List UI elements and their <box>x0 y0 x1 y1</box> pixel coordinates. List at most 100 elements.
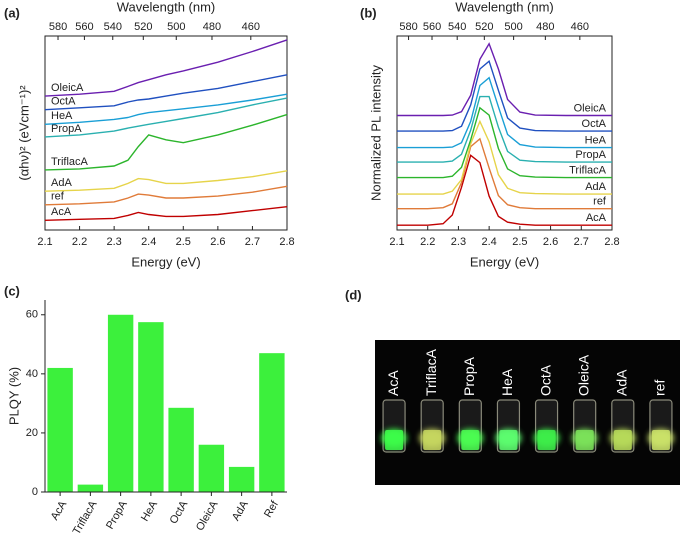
series-line <box>397 42 612 117</box>
vial-label: ref <box>652 380 668 396</box>
vial-liquid <box>651 430 670 450</box>
top-tick-label: 560 <box>75 21 93 33</box>
top-tick-label: 520 <box>134 21 152 33</box>
top-tick-label: 540 <box>104 21 122 33</box>
x-tick-label: 2.7 <box>574 236 589 248</box>
x-axis-label: Energy (eV) <box>470 254 539 269</box>
bar <box>168 407 194 492</box>
series-line <box>397 106 612 179</box>
x-tick-label: 2.6 <box>210 236 225 248</box>
series-line <box>397 137 612 210</box>
x-tick-label: 2.4 <box>481 236 496 248</box>
vial-liquid <box>499 430 518 450</box>
series-label: ref <box>593 196 607 208</box>
top-tick-label: 460 <box>571 21 589 33</box>
series-line <box>397 154 612 226</box>
vial-label: TriflacA <box>423 348 439 396</box>
vial-liquid <box>461 430 480 450</box>
bar <box>138 322 164 492</box>
series-line <box>44 206 288 221</box>
vial-label: OctA <box>537 364 553 396</box>
series-label: OleicA <box>574 102 607 114</box>
series-line <box>44 113 288 171</box>
x-axis-label: Energy (eV) <box>131 254 200 269</box>
y-tick-label: 40 <box>26 368 38 380</box>
series-label: AdA <box>51 177 72 189</box>
series-label: TriflacA <box>569 165 607 177</box>
top-tick-label: 580 <box>49 21 67 33</box>
vial-label: PropA <box>461 356 477 396</box>
vial-label: AcA <box>385 370 401 396</box>
series-line <box>44 185 288 206</box>
vial-liquid <box>423 430 442 450</box>
top-tick-label: 460 <box>242 21 260 33</box>
x-tick-label: OctA <box>168 498 191 526</box>
y-axis-label: Normalized PL intensity <box>368 64 383 201</box>
vial-liquid <box>613 430 632 450</box>
series-label: AcA <box>586 212 607 224</box>
y-tick-label: 20 <box>26 427 38 439</box>
x-tick-label: PropA <box>104 498 130 531</box>
panel-label: (d) <box>345 287 362 302</box>
series-label: OctA <box>51 96 76 108</box>
plot-frame <box>396 35 613 231</box>
top-tick-label: 500 <box>504 21 522 33</box>
series-line <box>44 170 288 192</box>
top-tick-label: 500 <box>167 21 185 33</box>
series-line <box>397 119 612 195</box>
x-tick-label: 2.8 <box>279 236 294 248</box>
vial-label: OleicA <box>575 354 591 396</box>
bar <box>198 444 225 492</box>
x-tick-label: 2.3 <box>451 236 466 248</box>
vial-liquid <box>385 430 404 450</box>
series-line <box>44 74 288 111</box>
series-line <box>44 97 288 138</box>
vial-liquid <box>575 430 594 450</box>
top-tick-label: 480 <box>536 21 554 33</box>
series-label: PropA <box>575 149 606 161</box>
x-tick-label: 2.5 <box>176 236 191 248</box>
panel-label: (c) <box>4 283 20 298</box>
series-label: TriflacA <box>51 156 89 168</box>
series-label: AdA <box>585 181 606 193</box>
series-label: AcA <box>51 206 72 218</box>
series-line <box>397 76 612 149</box>
panel-label: (a) <box>4 5 20 20</box>
x-tick-label: AcA <box>49 498 70 522</box>
y-tick-label: 60 <box>26 309 38 321</box>
x-tick-label: 2.8 <box>604 236 619 248</box>
x-tick-label: 2.6 <box>543 236 558 248</box>
y-axis-label: PLQY (%) <box>6 367 21 425</box>
top-axis-label: Wavelength (nm) <box>117 0 216 14</box>
y-tick-label: 0 <box>32 486 38 498</box>
series-label: HeA <box>585 134 607 146</box>
series-label: PropA <box>51 123 82 135</box>
x-tick-label: 2.2 <box>72 236 87 248</box>
x-tick-label: HeA <box>139 498 160 523</box>
bar <box>228 466 255 492</box>
x-tick-label: Ref <box>262 498 281 520</box>
vial-label: AdA <box>614 369 630 396</box>
series-line <box>44 93 288 125</box>
y-axis-label: (αhν)² (eVcm⁻¹)² <box>16 85 31 181</box>
series-label: OleicA <box>51 82 84 94</box>
series-label: OctA <box>582 118 607 130</box>
series-label: ref <box>51 191 65 203</box>
bar <box>47 367 73 492</box>
top-tick-label: 480 <box>203 21 221 33</box>
top-tick-label: 560 <box>423 21 441 33</box>
x-tick-label: 2.2 <box>420 236 435 248</box>
series-line <box>397 59 612 132</box>
x-tick-label: 2.4 <box>141 236 156 248</box>
x-tick-label: 2.1 <box>37 236 52 248</box>
top-axis-label: Wavelength (nm) <box>455 0 554 14</box>
top-tick-label: 520 <box>475 21 493 33</box>
bar <box>259 353 285 492</box>
series-line <box>44 39 288 97</box>
bar <box>77 484 104 492</box>
x-tick-label: 2.1 <box>389 236 404 248</box>
vial-liquid <box>537 430 556 450</box>
x-tick-label: 2.3 <box>106 236 121 248</box>
series-line <box>397 95 612 163</box>
